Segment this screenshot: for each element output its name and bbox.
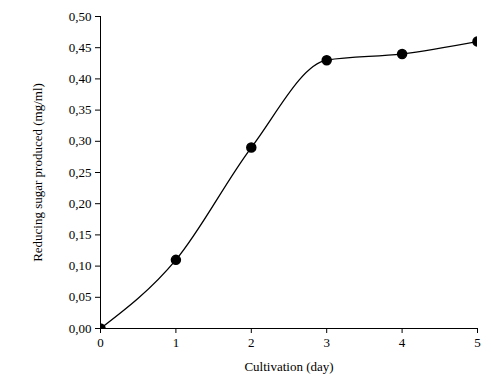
svg-text:5: 5 [474, 335, 481, 350]
svg-text:Cultivation (day): Cultivation (day) [244, 359, 333, 374]
svg-text:0: 0 [97, 335, 104, 350]
svg-text:0,45: 0,45 [69, 40, 92, 55]
svg-text:0,50: 0,50 [69, 9, 92, 24]
svg-text:2: 2 [248, 335, 255, 350]
svg-text:0,10: 0,10 [69, 258, 92, 273]
svg-text:0,25: 0,25 [69, 165, 92, 180]
svg-text:1: 1 [173, 335, 180, 350]
svg-text:0,40: 0,40 [69, 71, 92, 86]
svg-text:Reducing sugar produced (mg/ml: Reducing sugar produced (mg/ml) [30, 83, 45, 262]
svg-text:0,30: 0,30 [69, 133, 92, 148]
svg-text:3: 3 [323, 335, 330, 350]
svg-text:0,00: 0,00 [69, 321, 92, 336]
svg-text:4: 4 [399, 335, 406, 350]
svg-text:0,35: 0,35 [69, 102, 92, 117]
svg-text:0,15: 0,15 [69, 227, 92, 242]
svg-text:0,05: 0,05 [69, 289, 92, 304]
svg-text:0,20: 0,20 [69, 196, 92, 211]
